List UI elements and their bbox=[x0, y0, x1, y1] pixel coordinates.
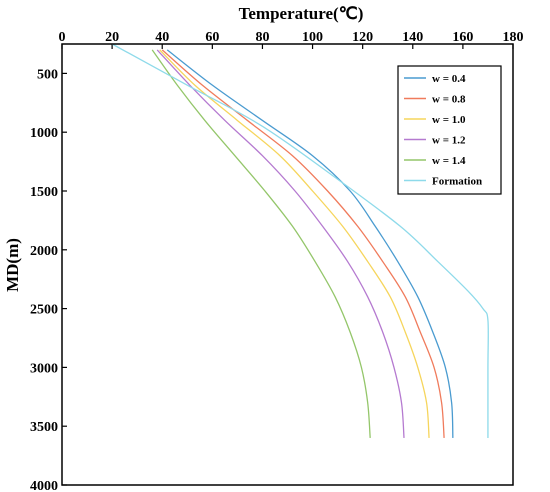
x-tick-label: 60 bbox=[205, 30, 219, 45]
chart-title: Temperature(℃) bbox=[239, 4, 364, 23]
x-tick-label: 140 bbox=[402, 30, 423, 45]
y-tick-label: 2500 bbox=[30, 303, 58, 318]
y-tick-label: 4000 bbox=[30, 479, 58, 492]
series-line-4 bbox=[151, 49, 371, 439]
legend-label: w = 1.0 bbox=[432, 114, 466, 126]
legend-box bbox=[397, 65, 502, 195]
plot-frame bbox=[61, 43, 514, 486]
x-tick-label: 160 bbox=[452, 30, 473, 45]
series-line-3 bbox=[156, 49, 405, 439]
x-axis: 0 20 40 60 80 100 120 140 160 180 bbox=[59, 30, 524, 49]
legend-label: w = 0.4 bbox=[432, 73, 466, 85]
y-tick-label: 2000 bbox=[30, 244, 58, 259]
x-tick-label: 180 bbox=[503, 30, 524, 45]
legend-label: w = 0.8 bbox=[432, 94, 466, 106]
y-axis-label: MD(m) bbox=[3, 238, 22, 292]
x-tick-label: 40 bbox=[155, 30, 169, 45]
x-tick-label: 100 bbox=[302, 30, 323, 45]
series-line-1 bbox=[161, 49, 445, 439]
series-lines bbox=[111, 43, 489, 439]
y-tick-label: 1000 bbox=[30, 126, 58, 141]
x-tick-label: 120 bbox=[352, 30, 373, 45]
legend-label: Formation bbox=[432, 176, 482, 188]
y-tick-label: 3500 bbox=[30, 420, 58, 435]
series-line-0 bbox=[166, 49, 454, 438]
series-line-2 bbox=[159, 49, 430, 439]
y-tick-label: 500 bbox=[37, 67, 58, 82]
x-tick-label: 20 bbox=[105, 30, 119, 45]
x-tick-label: 80 bbox=[255, 30, 269, 45]
legend: w = 0.4 w = 0.8 w = 1.0 w = 1.2 w = 1.4 Forma… bbox=[397, 65, 502, 195]
y-tick-label: 3000 bbox=[30, 361, 58, 376]
x-tick-label: 0 bbox=[59, 30, 66, 45]
y-tick-label: 1500 bbox=[30, 185, 58, 200]
legend-label: w = 1.2 bbox=[432, 135, 466, 147]
series-line-5 bbox=[111, 43, 489, 438]
y-axis: 500 1000 1500 2000 2500 3000 3500 4000 bbox=[30, 67, 67, 492]
legend-label: w = 1.4 bbox=[432, 155, 466, 167]
